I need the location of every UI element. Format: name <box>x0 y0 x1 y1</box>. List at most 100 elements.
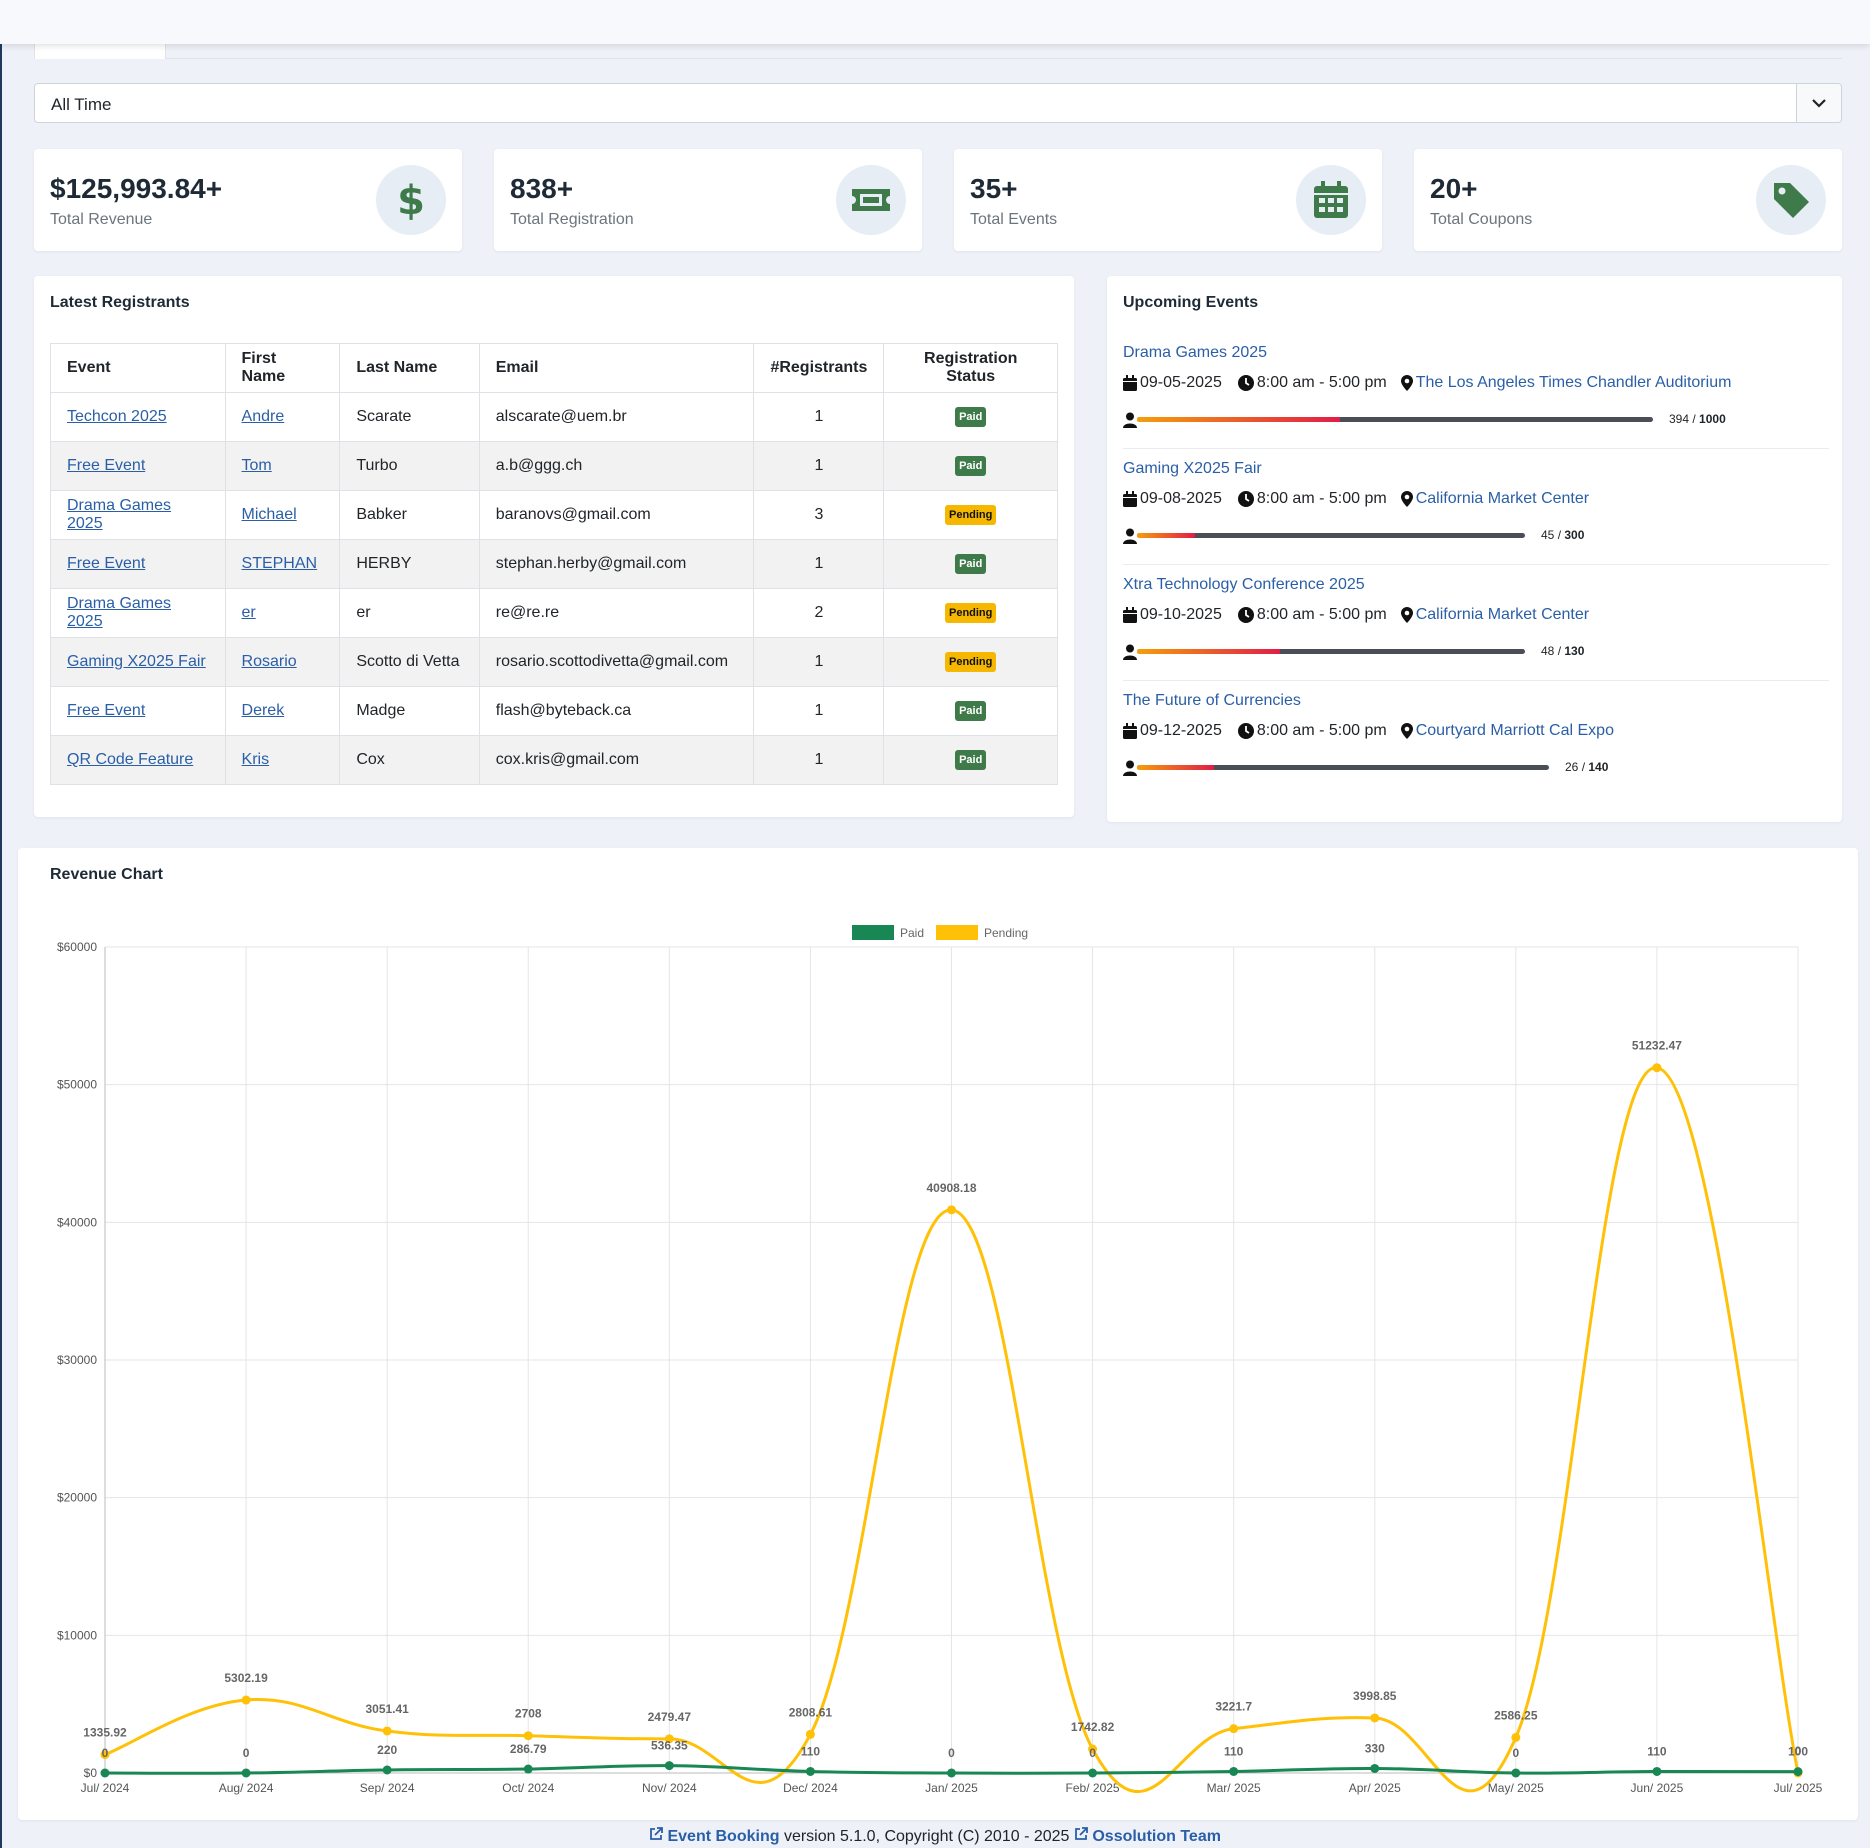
map-marker-icon <box>1400 607 1413 623</box>
status-cell: Pending <box>883 490 1058 540</box>
first-name-link[interactable]: er <box>241 604 256 621</box>
event-cell: Drama Games 2025 <box>50 588 226 638</box>
event-location[interactable]: California Market Center <box>1400 606 1589 624</box>
table-row: QR Code Feature Kris Cox cox.kris@gmail.com… <box>50 735 1058 785</box>
x-tick-label: Jul/ 2025 <box>1774 1781 1823 1795</box>
data-label: 330 <box>1365 1741 1385 1755</box>
ossolution-team-link[interactable]: Ossolution Team <box>1074 1827 1221 1845</box>
data-label: 110 <box>1224 1744 1244 1758</box>
event-link[interactable]: Free Event <box>67 457 146 474</box>
data-point <box>523 1764 533 1774</box>
event-location[interactable]: California Market Center <box>1400 490 1589 508</box>
event-link[interactable]: Drama Games 2025 <box>67 497 172 532</box>
stat-label: Total Events <box>970 211 1058 228</box>
event-location[interactable]: Courtyard Marriott Cal Expo <box>1400 722 1614 740</box>
event-date-text: 09-12-2025 <box>1140 722 1222 739</box>
y-tick-label: $30000 <box>57 1353 97 1367</box>
dollar-icon: $ <box>376 165 446 235</box>
x-tick-label: Aug/ 2024 <box>219 1781 274 1795</box>
first-name-link[interactable]: Rosario <box>241 653 297 670</box>
table-row: Free Event STEPHAN HERBY stephan.herby@gmai… <box>50 539 1058 589</box>
event-time: 8:00 am - 5:00 pm <box>1237 374 1387 392</box>
capacity-count: 394 / 1000 <box>1669 412 1726 426</box>
event-location[interactable]: The Los Angeles Times Chandler Auditoriu… <box>1400 374 1732 392</box>
event-booking-link[interactable]: Event Booking <box>649 1827 784 1845</box>
first-name-link[interactable]: Kris <box>241 751 270 768</box>
column-header: Registration Status <box>883 343 1058 393</box>
capacity-total: 140 <box>1588 760 1609 774</box>
latest-registrants-card: Latest Registrants Event First Name Last… <box>34 276 1074 817</box>
status-cell: Paid <box>883 441 1058 491</box>
event-link[interactable]: QR Code Feature <box>67 751 194 768</box>
event-capacity-progress: 26 / 140 <box>1123 758 1823 778</box>
column-header: Event <box>50 343 226 393</box>
user-icon <box>1123 644 1137 660</box>
event-title-link[interactable]: The Future of Currencies <box>1123 692 1301 709</box>
data-label: 286.79 <box>510 1742 547 1756</box>
first-name-link[interactable]: Michael <box>241 506 297 523</box>
x-tick-label: Oct/ 2024 <box>502 1781 554 1795</box>
first-name-cell: er <box>224 588 341 638</box>
upcoming-events-title: Upcoming Events <box>1123 294 1259 311</box>
clock-icon <box>1237 723 1254 739</box>
event-booking-label: Event Booking <box>667 1828 780 1845</box>
date-range-select[interactable]: All Time <box>34 83 1842 123</box>
data-point <box>805 1766 815 1776</box>
event-title-link[interactable]: Drama Games 2025 <box>1123 344 1268 361</box>
y-tick-label: $40000 <box>57 1215 97 1229</box>
last-name-cell: Cox <box>339 735 480 785</box>
first-name-cell: Rosario <box>224 637 341 687</box>
stat-card-registration: 838+ Total Registration <box>494 149 922 251</box>
event-capacity-progress: 48 / 130 <box>1123 642 1823 662</box>
event-date: 09-10-2025 <box>1123 606 1222 624</box>
event-link[interactable]: Gaming X2025 Fair <box>67 653 206 670</box>
status-cell: Paid <box>883 686 1058 736</box>
data-label: 3221.7 <box>1215 1700 1252 1714</box>
left-edge <box>0 0 2 1848</box>
event-cell: Free Event <box>50 686 226 736</box>
last-name-cell: Scotto di Vetta <box>339 637 480 687</box>
data-point <box>100 1750 110 1760</box>
data-point <box>1229 1766 1239 1776</box>
data-point <box>100 1768 110 1778</box>
legend-swatch <box>852 925 894 940</box>
chevron-down-icon[interactable] <box>1796 84 1841 122</box>
event-meta: 09-12-2025 8:00 am - 5:00 pm Courtyard Mar… <box>1123 722 1823 742</box>
last-name-cell: Scarate <box>339 392 480 442</box>
event-time-text: 8:00 am - 5:00 pm <box>1256 490 1387 507</box>
clock-icon <box>1237 607 1254 623</box>
status-badge: Pending <box>944 603 997 623</box>
registered-count: 48 <box>1541 644 1555 658</box>
event-title-link[interactable]: Xtra Technology Conference 2025 <box>1123 576 1365 593</box>
first-name-link[interactable]: STEPHAN <box>241 555 318 572</box>
data-label: 220 <box>377 1743 397 1757</box>
revenue-chart-card: Revenue Chart $0 $10000 $20000 $30000 $40000… <box>18 848 1858 1820</box>
stat-card-coupons: 20+ Total Coupons <box>1414 149 1842 251</box>
first-name-cell: STEPHAN <box>224 539 341 589</box>
divider <box>1123 564 1829 565</box>
user-icon <box>1123 528 1137 544</box>
x-tick-label: Jul/ 2024 <box>81 1781 130 1795</box>
y-tick-label: $50000 <box>57 1078 97 1092</box>
event-time: 8:00 am - 5:00 pm <box>1237 722 1387 740</box>
event-link[interactable]: Techcon 2025 <box>67 408 167 425</box>
first-name-link[interactable]: Andre <box>241 408 285 425</box>
x-tick-label: Mar/ 2025 <box>1207 1781 1261 1795</box>
event-title-link[interactable]: Gaming X2025 Fair <box>1123 460 1262 477</box>
upcoming-event-item: The Future of Currencies 09-12-2025 8:00 a… <box>1123 692 1823 778</box>
revenue-chart: $0 $10000 $20000 $30000 $40000 $50000 $60000 Ju… <box>57 925 1823 1795</box>
capacity-bar <box>1137 533 1525 538</box>
column-header: Last Name <box>339 343 480 393</box>
first-name-link[interactable]: Tom <box>241 457 272 474</box>
status-cell: Pending <box>883 588 1058 638</box>
first-name-link[interactable]: Derek <box>241 702 285 719</box>
event-cell: QR Code Feature <box>50 735 226 785</box>
data-label: 0 <box>1795 1744 1802 1758</box>
event-location-text: The Los Angeles Times Chandler Auditoriu… <box>1415 374 1732 391</box>
event-link[interactable]: Drama Games 2025 <box>67 595 172 630</box>
legend-swatch <box>936 925 978 940</box>
legend-label: Paid <box>900 926 924 940</box>
event-link[interactable]: Free Event <box>67 555 146 572</box>
data-label: 51232.47 <box>1632 1039 1682 1053</box>
event-link[interactable]: Free Event <box>67 702 146 719</box>
